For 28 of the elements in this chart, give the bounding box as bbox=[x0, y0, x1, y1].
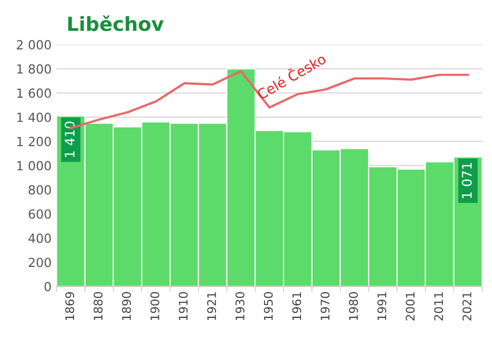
x-tick-label: 1950 bbox=[264, 292, 273, 320]
x-tick-label: 2011 bbox=[434, 292, 444, 320]
y-tick-label: 1 600 bbox=[17, 88, 51, 98]
y-tick-label: 0 bbox=[44, 282, 51, 292]
x-tick-label: 1910 bbox=[178, 292, 188, 320]
data-label: 1 071 bbox=[462, 162, 472, 198]
chart-title: Liběchov bbox=[68, 15, 164, 32]
y-tick-label: 2 000 bbox=[16, 40, 51, 50]
y-tick-label: 1 800 bbox=[17, 64, 51, 74]
y-tick-label: 600 bbox=[28, 209, 51, 219]
y-tick-label: 1 200 bbox=[17, 136, 51, 146]
x-tick-label: 2021 bbox=[462, 292, 472, 320]
x-tick-label: 1980 bbox=[348, 292, 358, 320]
y-tick-label: 1 400 bbox=[17, 112, 51, 122]
y-tick-label: 800 bbox=[28, 185, 51, 195]
x-tick-label: 1869 bbox=[65, 292, 74, 320]
y-tick-label: 1 000 bbox=[17, 160, 51, 170]
x-tick-label: 1921 bbox=[207, 292, 216, 320]
x-tick-label: 1991 bbox=[377, 292, 386, 320]
x-tick-label: 1961 bbox=[292, 292, 302, 320]
x-tick-label: 1880 bbox=[94, 292, 103, 320]
x-tick-label: 1900 bbox=[150, 292, 160, 320]
y-tick-label: 400 bbox=[28, 234, 51, 243]
x-tick-label: 2001 bbox=[406, 292, 415, 320]
x-tick-label: 1930 bbox=[235, 292, 244, 320]
x-tick-label: 1890 bbox=[122, 292, 131, 320]
y-tick-label: 200 bbox=[28, 258, 51, 268]
x-tick-label: 1970 bbox=[320, 292, 330, 320]
